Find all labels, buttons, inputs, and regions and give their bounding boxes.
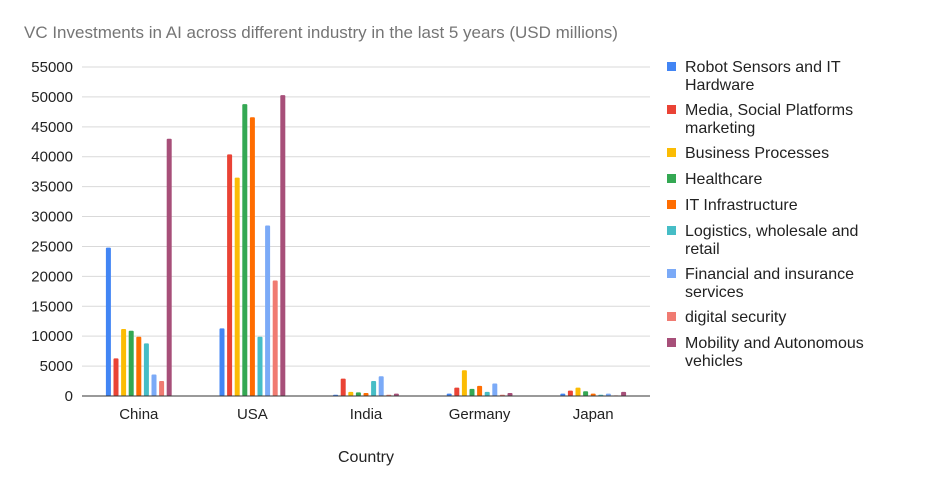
bar xyxy=(265,225,271,396)
bar xyxy=(234,177,240,396)
y-tick-label: 0 xyxy=(65,388,73,405)
legend-label: Mobility and Autonomous xyxy=(685,335,864,352)
bar xyxy=(242,104,248,396)
bar xyxy=(151,374,157,396)
legend-swatch xyxy=(667,148,676,157)
legend-swatch xyxy=(667,200,676,209)
y-tick-label: 30000 xyxy=(31,209,73,226)
y-tick-label: 25000 xyxy=(31,238,73,255)
bar xyxy=(469,388,475,396)
y-tick-label: 20000 xyxy=(31,268,73,285)
legend-label: Healthcare xyxy=(685,171,762,188)
bar xyxy=(136,336,142,396)
bar xyxy=(227,154,233,396)
bar xyxy=(166,138,172,397)
legend-label: retail xyxy=(685,241,720,258)
bar xyxy=(280,95,286,396)
y-tick-label: 45000 xyxy=(31,119,73,136)
bar xyxy=(257,336,263,396)
y-tick-label: 55000 xyxy=(31,59,73,76)
legend-swatch xyxy=(667,312,676,321)
x-tick-label: USA xyxy=(237,406,268,423)
bar xyxy=(393,393,399,396)
bar xyxy=(583,391,589,396)
legend-label: Hardware xyxy=(685,77,754,94)
bar xyxy=(219,328,225,396)
legend-swatch xyxy=(667,105,676,114)
bar xyxy=(340,378,346,396)
bar xyxy=(113,358,119,396)
bar xyxy=(363,393,369,396)
bar xyxy=(605,393,611,396)
bar xyxy=(128,330,134,396)
legend-label: Business Processes xyxy=(685,145,829,162)
x-axis-ticks: China USA India Germany Japan xyxy=(119,406,613,423)
bar xyxy=(454,387,460,396)
y-tick-label: 40000 xyxy=(31,149,73,166)
bar xyxy=(484,391,490,396)
y-tick-label: 10000 xyxy=(31,328,73,345)
x-tick-label: Germany xyxy=(449,406,511,423)
legend-item: IT Infrastructure xyxy=(667,197,798,214)
bar xyxy=(492,383,498,396)
legend-swatch xyxy=(667,62,676,71)
bar xyxy=(249,117,255,396)
bar xyxy=(378,376,384,396)
legend-label: Robot Sensors and IT xyxy=(685,59,841,76)
bar xyxy=(272,280,278,396)
bar xyxy=(560,393,566,396)
x-tick-label: China xyxy=(119,406,159,423)
bar xyxy=(621,391,627,396)
x-tick-label: India xyxy=(350,406,383,423)
legend-label: vehicles xyxy=(685,353,743,370)
legend-swatch xyxy=(667,269,676,278)
y-tick-label: 5000 xyxy=(40,358,73,375)
bar xyxy=(105,247,111,396)
bar xyxy=(507,393,513,396)
bar xyxy=(446,393,452,396)
y-axis-ticks: 0 5000 10000 15000 20000 25000 30000 35000 40000… xyxy=(31,59,73,405)
chart-title: VC Investments in AI across different in… xyxy=(24,23,618,42)
legend-swatch xyxy=(667,338,676,347)
bar xyxy=(159,381,165,396)
bar xyxy=(477,385,483,396)
bar xyxy=(355,392,361,396)
bar xyxy=(371,381,377,396)
bar xyxy=(348,391,354,396)
legend-item: Business Processes xyxy=(667,145,829,162)
bar xyxy=(143,343,149,396)
legend-label: Logistics, wholesale and xyxy=(685,223,858,240)
legend-label: services xyxy=(685,284,744,301)
bars xyxy=(105,95,627,397)
bar xyxy=(567,390,573,396)
y-tick-label: 15000 xyxy=(31,298,73,315)
legend-swatch xyxy=(667,226,676,235)
legend-label: IT Infrastructure xyxy=(685,197,798,214)
legend-swatch xyxy=(667,174,676,183)
bar xyxy=(121,329,127,396)
y-tick-label: 35000 xyxy=(31,179,73,196)
legend-label: Media, Social Platforms xyxy=(685,102,853,119)
bar xyxy=(461,370,467,396)
legend-item: Healthcare xyxy=(667,171,762,188)
y-tick-label: 50000 xyxy=(31,89,73,106)
x-axis-title: Country xyxy=(338,449,394,466)
legend-item: digital security xyxy=(667,309,786,326)
x-tick-label: Japan xyxy=(573,406,614,423)
legend-label: Financial and insurance xyxy=(685,266,854,283)
legend-label: digital security xyxy=(685,309,786,326)
bar xyxy=(590,393,596,396)
gridlines xyxy=(82,66,650,367)
bar xyxy=(575,387,581,396)
legend-label: marketing xyxy=(685,120,755,137)
